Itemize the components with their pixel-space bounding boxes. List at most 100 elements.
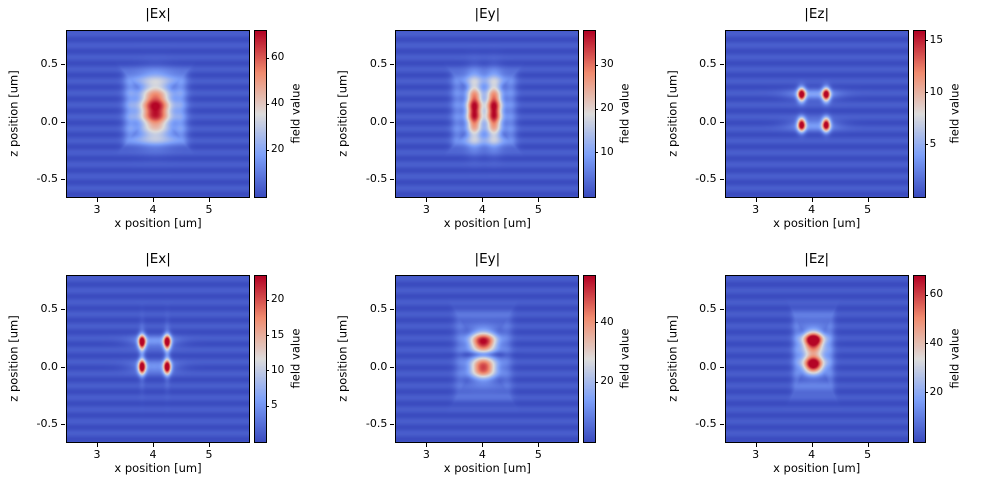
colorbar-tick-label: 60	[929, 288, 944, 300]
x-tick-label: 5	[205, 448, 213, 461]
colorbar-tick-label: 40	[600, 316, 614, 328]
x-tick-mark	[153, 443, 154, 447]
colorbar	[254, 275, 267, 443]
x-tick-mark	[426, 443, 428, 447]
x-tick-mark	[482, 198, 484, 202]
colorbar-tick-mark	[924, 144, 928, 145]
colorbar-tick-mark	[266, 300, 269, 301]
colorbar-tick-mark	[266, 104, 269, 105]
colorbar-tick-label: 10	[600, 146, 614, 158]
x-tick-label: 4	[808, 448, 816, 461]
colorbar-tick-mark	[595, 382, 599, 383]
colorbar-tick-label: 10	[929, 86, 944, 98]
x-axis-label: x position [um]	[443, 461, 531, 475]
colorbar-tick-label: 15	[929, 34, 944, 46]
colorbar-tick-mark	[924, 343, 928, 344]
x-axis-label: x position [um]	[114, 461, 202, 475]
x-tick-mark	[538, 443, 540, 447]
colorbar-tick-mark	[595, 109, 599, 110]
subplot-ex-top: |Ex| z position [um] x position [um] fie…	[0, 0, 329, 245]
y-tick-label: 0.0	[369, 115, 388, 128]
y-tick-mark	[719, 309, 724, 310]
x-tick-label: 4	[149, 203, 157, 216]
x-tick-label: 3	[752, 203, 760, 216]
colorbar-tick-mark	[266, 406, 269, 407]
colorbar	[254, 30, 267, 198]
x-axis-label: x position [um]	[773, 216, 861, 230]
plot-title: |Ez|	[804, 251, 830, 267]
heatmap-canvas	[66, 275, 250, 443]
colorbar-tick-mark	[266, 335, 269, 336]
x-tick-mark	[538, 198, 540, 202]
plot-title: |Ey|	[474, 251, 501, 267]
colorbar-tick-label: 15	[271, 329, 285, 341]
y-tick-label: -0.5	[695, 172, 717, 185]
y-tick-mark	[390, 122, 395, 123]
colorbar-tick-label: 40	[271, 97, 285, 109]
heatmap-canvas	[395, 275, 580, 443]
colorbar-tick-mark	[924, 392, 928, 393]
x-tick-label: 4	[808, 203, 816, 216]
y-tick-label: 0.0	[40, 360, 59, 373]
x-tick-mark	[755, 443, 757, 447]
y-tick-mark	[61, 367, 65, 368]
y-tick-mark	[719, 424, 724, 425]
x-tick-label: 4	[149, 448, 157, 461]
subplot-ez-top: |Ez| z position [um] x position [um] fie…	[659, 0, 988, 245]
y-tick-label: 0.5	[699, 57, 717, 70]
x-tick-mark	[867, 443, 869, 447]
colorbar	[583, 30, 597, 198]
y-tick-label: 0.0	[699, 360, 717, 373]
colorbar-label: field value	[947, 83, 962, 144]
heatmap-canvas	[724, 275, 909, 443]
y-tick-mark	[390, 424, 395, 425]
colorbar-label: field value	[288, 83, 303, 144]
y-tick-label: -0.5	[36, 172, 58, 185]
x-axis-label: x position [um]	[114, 216, 202, 230]
y-tick-mark	[61, 179, 65, 180]
y-tick-label: 0.5	[40, 57, 59, 70]
x-tick-label: 3	[422, 448, 430, 461]
x-tick-label: 5	[534, 203, 542, 216]
colorbar-tick-mark	[595, 152, 599, 153]
x-tick-mark	[755, 198, 757, 202]
colorbar-tick-mark	[266, 370, 269, 371]
y-tick-label: 0.5	[369, 302, 388, 315]
x-axis-label: x position [um]	[443, 216, 531, 230]
heatmap-canvas	[66, 30, 250, 198]
y-tick-mark	[719, 179, 724, 180]
colorbar-tick-mark	[595, 65, 599, 66]
x-tick-mark	[867, 198, 869, 202]
colorbar-tick-mark	[924, 295, 928, 296]
plot-title: |Ez|	[804, 6, 830, 22]
x-tick-label: 5	[864, 448, 872, 461]
x-tick-mark	[97, 198, 98, 202]
y-tick-mark	[719, 64, 724, 65]
colorbar-label: field value	[947, 328, 962, 389]
colorbar-tick-label: 10	[271, 364, 285, 376]
y-tick-label: -0.5	[36, 417, 58, 430]
colorbar-tick-label: 30	[600, 58, 614, 70]
y-tick-label: 0.0	[369, 360, 388, 373]
colorbar-tick-mark	[266, 150, 269, 151]
x-axis-label: x position [um]	[773, 461, 861, 475]
x-tick-label: 3	[422, 203, 430, 216]
x-tick-label: 3	[93, 203, 101, 216]
colorbar-tick-label: 5	[929, 138, 937, 150]
y-tick-label: 0.5	[699, 302, 717, 315]
y-tick-label: 0.5	[40, 302, 59, 315]
plot-title: |Ex|	[145, 251, 171, 267]
subplot-ey-bottom: |Ey| z position [um] x position [um] fie…	[329, 245, 658, 490]
x-tick-label: 5	[205, 203, 213, 216]
y-tick-mark	[390, 179, 395, 180]
colorbar	[912, 275, 926, 443]
colorbar	[912, 30, 926, 198]
y-tick-label: 0.0	[40, 115, 59, 128]
x-tick-mark	[426, 198, 428, 202]
colorbar-tick-label: 20	[600, 375, 614, 387]
y-tick-mark	[61, 309, 65, 310]
y-tick-mark	[390, 64, 395, 65]
x-tick-mark	[209, 443, 210, 447]
y-tick-label: -0.5	[365, 417, 388, 430]
